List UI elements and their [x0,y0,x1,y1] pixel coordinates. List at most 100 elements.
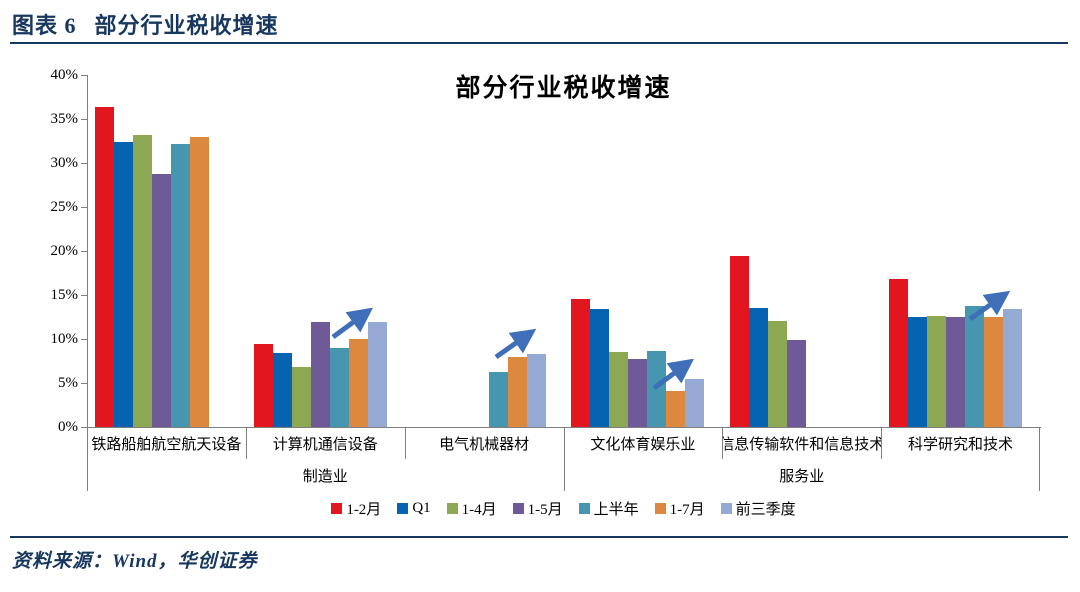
y-axis-tick-label: 30% [50,155,79,171]
bar-1-2月 [253,344,273,427]
legend-swatch-icon [446,502,458,514]
bar-前三季度 [526,353,546,427]
bar-slot [95,75,114,427]
legend: 1-2月 Q1 1-4月 1-5月 上半年 1-7月 前三季度 [87,497,1040,519]
bar-上半年 [488,371,508,427]
bar-1-2月 [730,256,750,427]
bar-1-5月 [310,322,330,427]
legend-item-前三季度: 前三季度 [720,498,796,519]
bar-1-7月 [666,390,686,427]
supergroup-label: 服务业 [779,468,825,485]
bar-1-2月 [571,298,591,427]
legend-swatch-icon [331,502,343,514]
bar-1-2月 [95,106,114,427]
bar-1-4月 [768,320,788,427]
bar-slot [666,75,686,427]
bar-slot [507,75,527,427]
bar-1-5月 [152,173,171,427]
bar-1-4月 [927,316,947,427]
bar-slot [209,75,228,427]
y-axis-tick-label: 15% [50,287,79,303]
bar-slot [647,75,667,427]
bar-cluster [253,75,387,427]
bar-cluster [95,75,228,427]
legend-swatch-icon [512,502,524,514]
bar-Q1 [590,309,610,427]
bar-slot [470,75,489,427]
y-axis-tick-mark [81,294,87,296]
bar-slot [844,75,863,427]
bar-slot [609,75,629,427]
legend-label: 1-5月 [527,501,563,518]
axis-separator [563,427,565,491]
bar-Q1 [272,353,292,427]
bar-slot [927,75,947,427]
bar-1-5月 [946,317,966,427]
bar-slot [806,75,825,427]
y-axis-tick-mark [81,338,87,340]
category-label-6: 科学研究和技术 [908,436,1014,453]
x-axis: 铁路船舶航空航天设备 计算机通信设备 电气机械器材 文化体育娱乐业 信息传输软件和信息技… [87,427,1040,491]
category-label-row: 铁路船舶航空航天设备 计算机通信设备 电气机械器材 文化体育娱乐业 信息传输软件和信息技… [87,427,1040,459]
bar-前三季度 [367,322,387,427]
bar-slot [628,75,648,427]
bar-cluster [413,75,546,427]
legend-item-1-4月: 1-4月 [446,498,497,519]
bar-1-7月 [190,136,209,427]
bar-slot [253,75,273,427]
legend-label: 上半年 [593,501,639,518]
bar-slot [1003,75,1023,427]
bar-Q1 [114,141,133,427]
plot-area [81,74,1041,428]
bar-slot [984,75,1004,427]
figure-header-title: 部分行业税收增速 [94,13,279,38]
bar-1-5月 [787,339,807,427]
bar-Q1 [908,317,928,427]
header-divider [10,42,1068,44]
bar-slot [946,75,966,427]
bar-1-2月 [889,279,909,427]
bar-slot [291,75,311,427]
y-axis-tick-label: 20% [50,243,79,259]
bar-slot [889,75,909,427]
y-axis-tick-mark [81,382,87,384]
bar-slot [768,75,788,427]
legend-item-上半年: 上半年 [578,498,639,519]
y-axis-tick-mark [81,74,87,76]
category-label-5: 信息传输软件和信息技术 [722,436,882,453]
y-axis-tick-mark [81,118,87,120]
category-label-1: 铁路船舶航空航天设备 [91,436,242,453]
bar-slot [114,75,133,427]
y-axis: 0% 5% 10% 15% 20% 25% 30% 35% 40% [0,60,79,440]
y-axis-tick-label: 40% [50,67,79,83]
bar-slot [348,75,368,427]
y-axis-tick-label: 5% [58,375,78,391]
bar-group-3 [406,75,565,427]
bar-Q1 [749,308,769,427]
y-axis-tick-label: 10% [50,331,79,347]
chart-title: 部分行业税收增速 [455,75,672,102]
bar-slot [367,75,387,427]
axis-separator [404,427,406,459]
bar-slot [413,75,432,427]
y-axis-tick-mark [81,162,87,164]
category-label-4: 文化体育娱乐业 [590,436,696,453]
bar-slot [908,75,928,427]
legend-item-1-2月: 1-2月 [331,498,381,519]
bar-slot [526,75,546,427]
legend-swatch-icon [578,502,590,514]
bar-slot [488,75,508,427]
legend-label: 前三季度 [735,501,796,518]
bar-group-4 [564,75,723,427]
bar-slot [133,75,152,427]
bar-group-2 [247,75,406,427]
bar-cluster [889,75,1023,427]
footer-divider [10,536,1068,538]
bar-chart: 部分行业税收增速 0% 5% 10% 15% 20% 25% 30% 35% 40% 铁路船舶航… [0,60,1080,520]
bar-slot [451,75,470,427]
supergroup-label: 制造业 [302,468,348,485]
bar-slot [730,75,750,427]
bar-slot [787,75,807,427]
y-axis-tick-label: 0% [58,419,78,435]
